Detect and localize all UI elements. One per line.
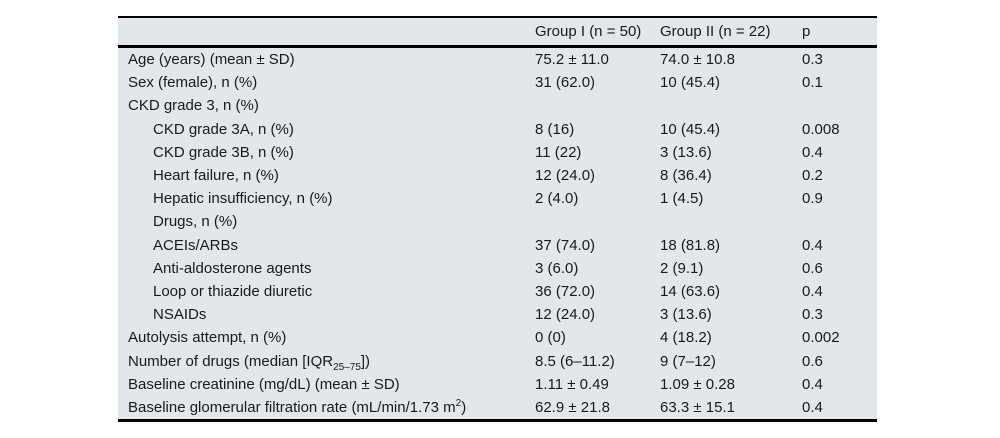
p-value: 0.4 (802, 236, 823, 254)
p-value: 0.6 (802, 352, 823, 370)
table-row: Sex (female), n (%) 31 (62.0) 10 (45.4) 0.1 (118, 71, 877, 95)
group2-value: 10 (45.4) (660, 120, 721, 138)
row-label: Loop or thiazide diuretic (153, 282, 313, 300)
row-label: Baseline glomerular filtration rate (mL/… (128, 397, 467, 416)
row-label: Baseline creatinine (mg/dL) (mean ± SD) (128, 375, 400, 393)
table-row: CKD grade 3A, n (%) 8 (16) 10 (45.4) 0.008 (118, 117, 877, 141)
p-value: 0.4 (802, 143, 823, 161)
table-row: Hepatic insufficiency, n (%) 2 (4.0) 1 (4.… (118, 187, 877, 211)
group1-value: 8 (16) (535, 120, 575, 138)
group2-value: 4 (18.2) (660, 329, 712, 347)
table-row: Baseline creatinine (mg/dL) (mean ± SD) 1… (118, 372, 877, 396)
p-value: 0.9 (802, 190, 823, 208)
table-header-rule (118, 45, 877, 48)
table-row: CKD grade 3B, n (%) 11 (22) 3 (13.6) 0.4 (118, 140, 877, 164)
p-value: 0.3 (802, 306, 823, 324)
group2-value: 1.09 ± 0.28 (660, 375, 735, 393)
table-row: Anti-aldosterone agents 3 (6.0) 2 (9.1) 0.6 (118, 256, 877, 280)
group1-value: 75.2 ± 11.0 (535, 51, 609, 69)
group2-value: 8 (36.4) (660, 167, 712, 185)
p-value: 0.4 (802, 398, 823, 416)
table-row: Age (years) (mean ± SD) 75.2 ± 11.0 74.0 ±… (118, 48, 877, 72)
group1-value: 36 (72.0) (535, 282, 596, 300)
row-label: Age (years) (mean ± SD) (128, 51, 295, 69)
row-label: Sex (female), n (%) (128, 74, 258, 92)
p-value: 0.4 (802, 282, 823, 300)
table-header-row: Group I (n = 50) Group II (n = 22) p (118, 18, 877, 45)
row-label: Heart failure, n (%) (153, 167, 279, 185)
column-header-group1: Group I (n = 50) (535, 23, 642, 40)
table-row: Heart failure, n (%) 12 (24.0) 8 (36.4) 0.2 (118, 163, 877, 188)
table-row: Loop or thiazide diuretic 36 (72.0) 14 (63… (118, 279, 877, 304)
group2-value: 74.0 ± 10.8 (660, 51, 735, 69)
table-row: Baseline glomerular filtration rate (mL/… (118, 395, 877, 419)
group2-value: 3 (13.6) (660, 306, 712, 324)
row-label: CKD grade 3, n (%) (128, 97, 259, 115)
p-value: 0.2 (802, 167, 823, 185)
group1-value: 2 (4.0) (535, 190, 579, 208)
table-row: Number of drugs (median [IQR25–75]) 8.5 (… (118, 349, 877, 373)
p-value: 0.1 (802, 74, 823, 92)
group2-value: 14 (63.6) (660, 282, 721, 300)
group1-value: 12 (24.0) (535, 306, 596, 324)
group1-value: 62.9 ± 21.8 (535, 398, 610, 416)
table-row: NSAIDs 12 (24.0) 3 (13.6) 0.3 (118, 303, 877, 327)
group1-value: 37 (74.0) (535, 236, 596, 254)
group2-value: 3 (13.6) (660, 143, 712, 161)
group1-value: 3 (6.0) (535, 259, 579, 277)
group2-value: 18 (81.8) (660, 236, 721, 254)
table-top-rule (118, 16, 877, 18)
p-value: 0.4 (802, 375, 823, 393)
row-label: CKD grade 3A, n (%) (153, 120, 294, 138)
group2-value: 2 (9.1) (660, 259, 704, 277)
table-row: CKD grade 3, n (%) (118, 94, 877, 118)
row-label: CKD grade 3B, n (%) (153, 143, 294, 161)
group2-value: 9 (7–12) (660, 352, 716, 370)
row-label: ACEIs/ARBs (153, 236, 239, 254)
group1-value: 12 (24.0) (535, 167, 596, 185)
p-value: 0.008 (802, 120, 840, 138)
row-label: Anti-aldosterone agents (153, 259, 312, 277)
group2-value: 1 (4.5) (660, 190, 704, 208)
group2-value: 10 (45.4) (660, 74, 721, 92)
row-label: Autolysis attempt, n (%) (128, 329, 287, 347)
p-value: 0.002 (802, 329, 840, 347)
table-body: Age (years) (mean ± SD) 75.2 ± 11.0 74.0 ±… (118, 48, 877, 419)
table-bottom-rule (118, 419, 877, 422)
characteristics-table: Group I (n = 50) Group II (n = 22) p Age… (118, 16, 877, 422)
row-label: Number of drugs (median [IQR25–75]) (128, 352, 371, 373)
column-header-group2: Group II (n = 22) (660, 23, 771, 40)
p-value: 0.6 (802, 259, 823, 277)
row-label: NSAIDs (153, 306, 207, 324)
group1-value: 11 (22) (535, 143, 582, 161)
p-value: 0.3 (802, 51, 823, 69)
column-header-p: p (802, 23, 811, 40)
group1-value: 31 (62.0) (535, 74, 596, 92)
group1-value: 0 (0) (535, 329, 566, 347)
table-row: Drugs, n (%) (118, 210, 877, 234)
group1-value: 8.5 (6–11.2) (535, 352, 615, 370)
group2-value: 63.3 ± 15.1 (660, 398, 735, 416)
group1-value: 1.11 ± 0.49 (535, 375, 609, 393)
row-label: Drugs, n (%) (153, 213, 238, 231)
row-label: Hepatic insufficiency, n (%) (153, 190, 333, 208)
table-row: Autolysis attempt, n (%) 0 (0) 4 (18.2) 0.0… (118, 326, 877, 350)
table-row: ACEIs/ARBs 37 (74.0) 18 (81.8) 0.4 (118, 233, 877, 257)
